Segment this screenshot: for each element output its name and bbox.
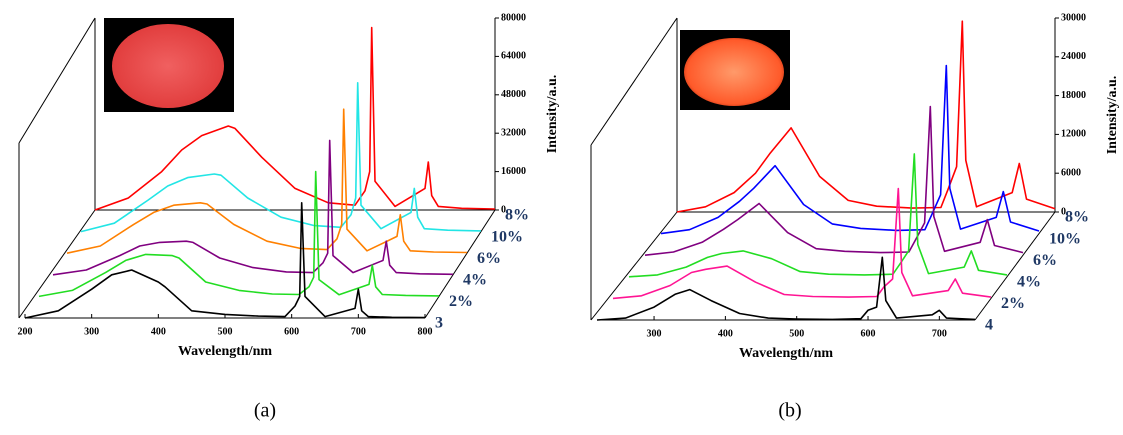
series-label: 3 [435, 315, 443, 332]
y-axis-label: Intensity/a.u. [1105, 76, 1120, 155]
x-tick-label: 600 [861, 328, 876, 339]
series-label: 10% [1049, 230, 1081, 247]
y-tick-label: 12000 [1061, 129, 1086, 140]
x-tick-label: 500 [218, 326, 233, 337]
x-tick-label: 600 [284, 326, 299, 337]
caption: (b) [778, 400, 801, 422]
y-tick-label: 0 [501, 204, 506, 215]
spectrum-line [628, 153, 1008, 278]
series-label: 8% [1065, 209, 1089, 226]
x-tick-label: 300 [84, 326, 99, 337]
spectrum-line [596, 256, 976, 321]
x-tick-label: 700 [351, 326, 366, 337]
series-label: 8% [505, 207, 529, 224]
series-label: 4% [463, 271, 487, 288]
spectrum-line [52, 139, 454, 276]
caption: (a) [254, 400, 276, 422]
series-label: 6% [477, 250, 501, 267]
series-label: 6% [1033, 252, 1057, 269]
y-tick-label: 80000 [501, 12, 526, 23]
y-axis-label: Intensity/a.u. [545, 75, 560, 154]
y-tick-label: 32000 [501, 127, 526, 138]
y-tick-label: 16000 [501, 166, 526, 177]
y-tick-label: 0 [1061, 206, 1066, 217]
series-label: 10% [491, 228, 523, 245]
x-tick-label: 400 [718, 328, 733, 339]
x-axis-label: Wavelength/nm [739, 346, 833, 361]
y-tick-label: 24000 [1061, 51, 1086, 62]
spectrum-line [94, 26, 496, 211]
spectrum-line [24, 202, 426, 319]
axis-line [18, 17, 96, 144]
series-label: 2% [449, 293, 473, 310]
x-tick-label: 400 [151, 326, 166, 337]
series-label: 4 [985, 317, 993, 334]
x-tick-label: 500 [789, 328, 804, 339]
inset-sample [112, 24, 224, 108]
x-tick-label: 800 [418, 326, 433, 337]
y-tick-label: 6000 [1061, 167, 1081, 178]
spectrum-line [676, 20, 1056, 213]
spectrum-line [612, 187, 992, 300]
series-label: 2% [1001, 295, 1025, 312]
spectrum-line [66, 108, 468, 254]
y-tick-label: 18000 [1061, 90, 1086, 101]
x-tick-label: 300 [647, 328, 662, 339]
series-label: 4% [1017, 273, 1041, 290]
y-tick-label: 30000 [1061, 12, 1086, 23]
spectrum-line [644, 105, 1024, 256]
y-tick-label: 64000 [501, 51, 526, 62]
axis-line [424, 209, 496, 319]
axis-line [18, 209, 96, 319]
x-tick-label: 700 [932, 328, 947, 339]
axis-line [590, 211, 678, 321]
axis-line [590, 17, 678, 146]
axis-line [974, 211, 1056, 321]
spectrum-line [660, 64, 1040, 235]
y-tick-label: 48000 [501, 89, 526, 100]
inset-sample [684, 38, 784, 106]
x-tick-label: 200 [18, 326, 33, 337]
x-axis-label: Wavelength/nm [178, 344, 272, 359]
